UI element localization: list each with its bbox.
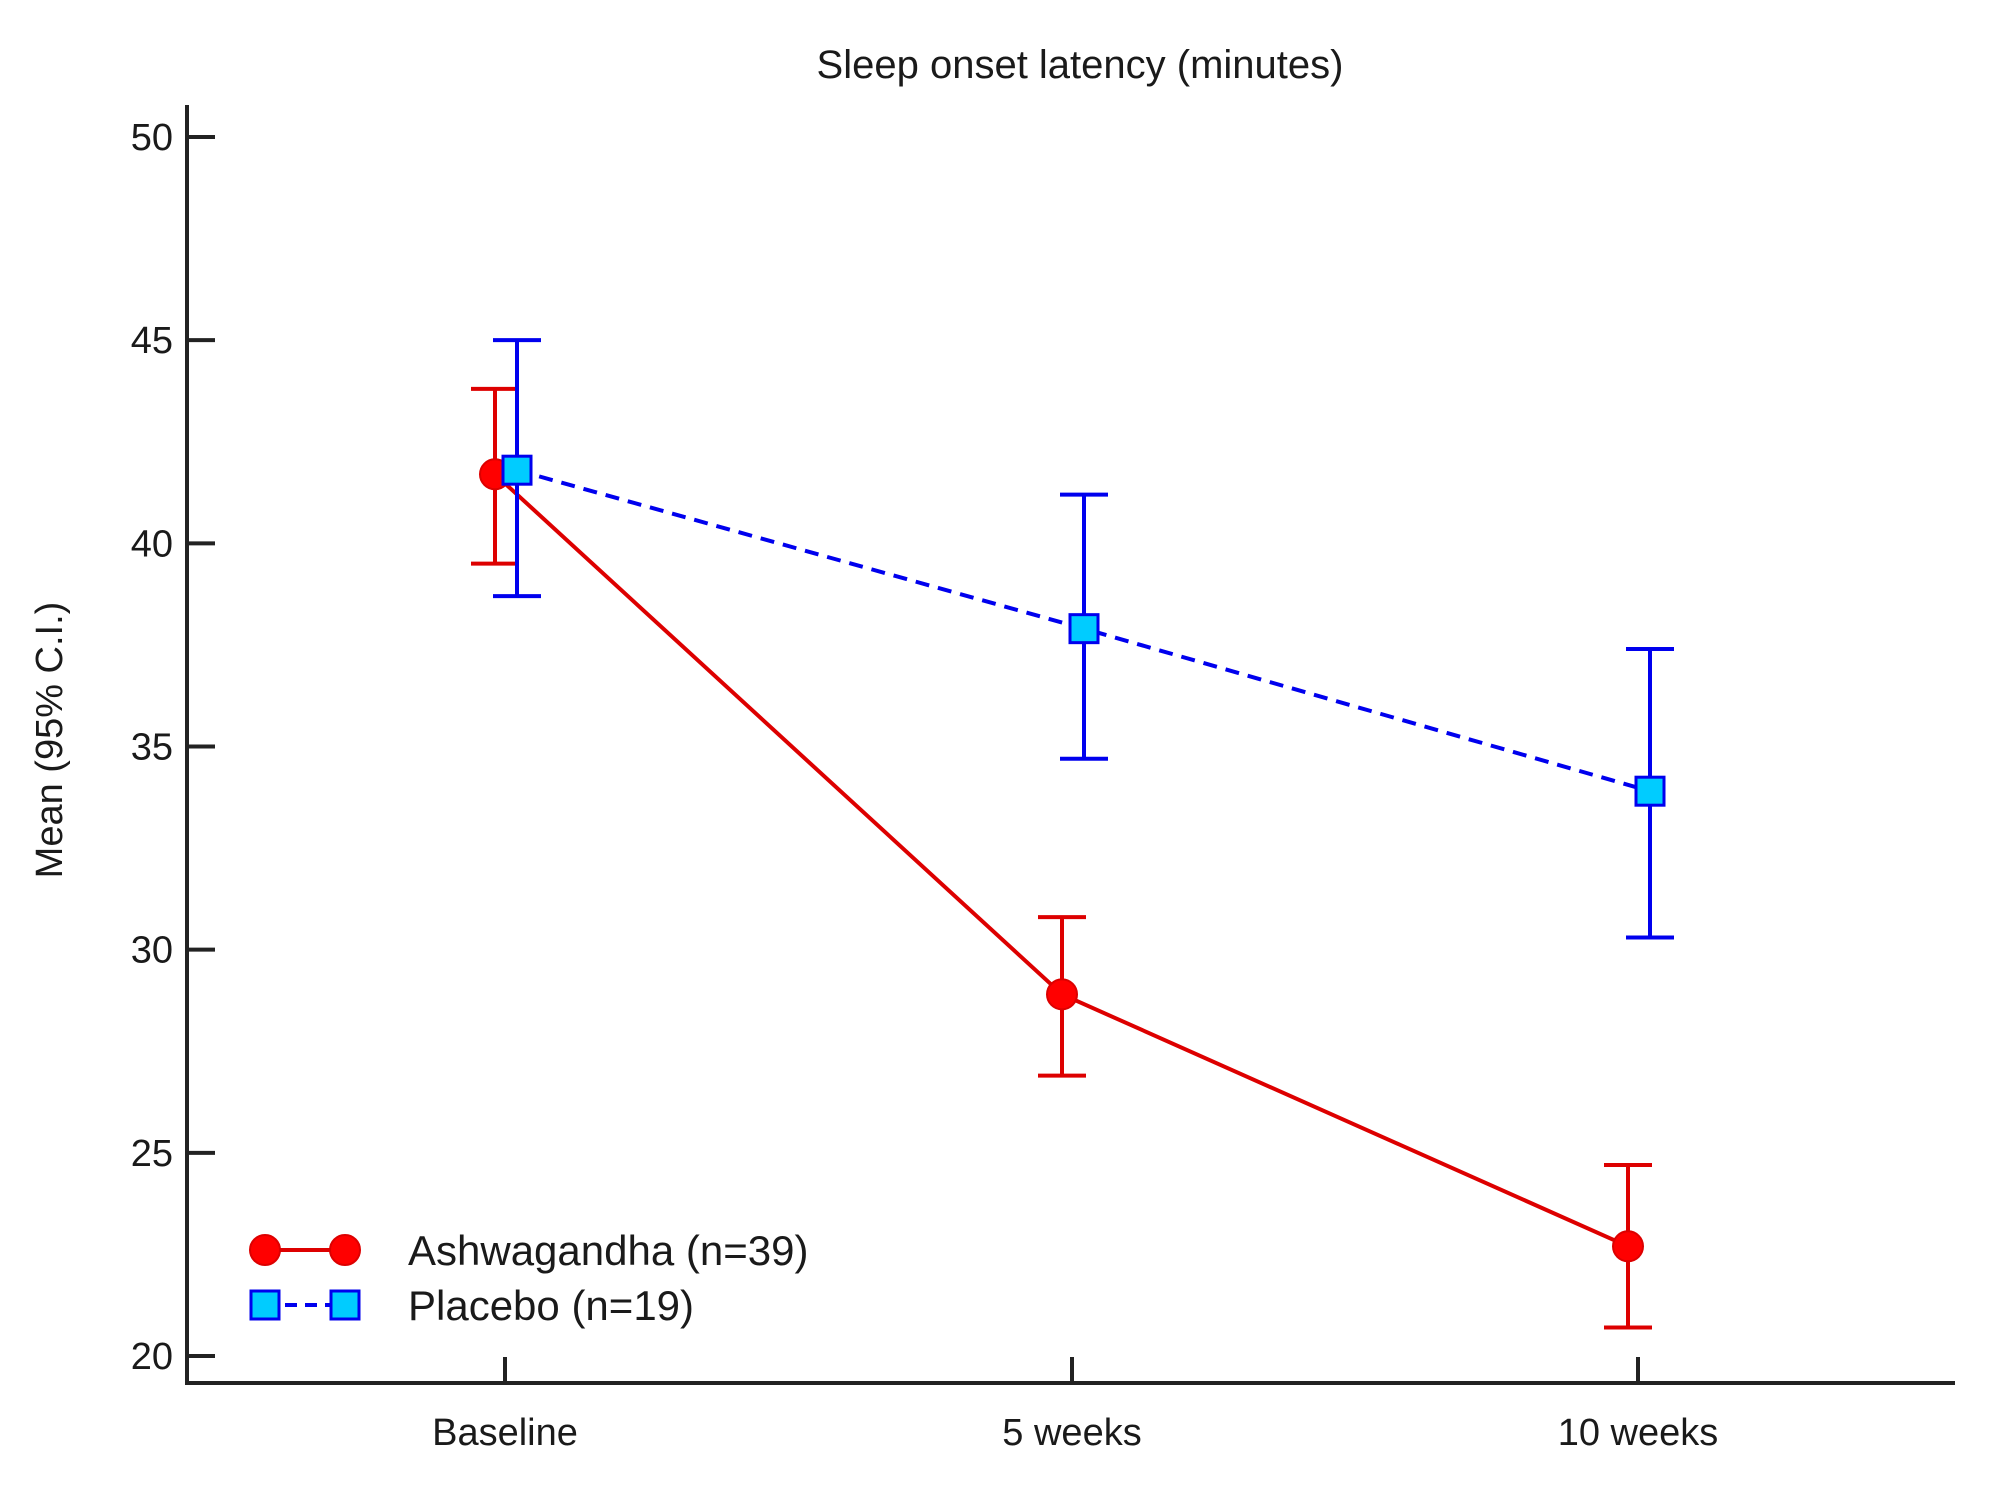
data-point-placebo bbox=[1068, 613, 1100, 645]
y-axis-ticks: 20 25 30 35 40 45 50 bbox=[131, 117, 215, 1378]
y-tick-label: 30 bbox=[131, 930, 173, 972]
data-point-placebo bbox=[501, 454, 533, 486]
y-axis-title: Mean (95% C.I.) bbox=[29, 602, 71, 879]
legend-label-ashwagandha: Ashwagandha (n=39) bbox=[408, 1227, 808, 1274]
data-point-placebo bbox=[1634, 775, 1666, 807]
y-tick-label: 25 bbox=[131, 1133, 173, 1175]
x-tick-label: 10 weeks bbox=[1558, 1412, 1719, 1454]
plot-area bbox=[471, 338, 1674, 1330]
legend: Ashwagandha (n=39) Placebo (n=19) bbox=[249, 1227, 808, 1329]
y-tick-label: 40 bbox=[131, 523, 173, 565]
x-axis-ticks: Baseline 5 weeks 10 weeks bbox=[432, 1357, 1718, 1454]
legend-marker-placebo-left bbox=[249, 1289, 281, 1321]
y-tick-label: 20 bbox=[131, 1336, 173, 1378]
data-point-ashwagandha bbox=[1046, 978, 1078, 1011]
legend-marker-ashwagandha-right bbox=[329, 1234, 361, 1266]
legend-label-placebo: Placebo (n=19) bbox=[408, 1282, 694, 1329]
series-line-ashwagandha bbox=[493, 472, 1629, 1249]
y-tick-label: 45 bbox=[131, 320, 173, 362]
data-point-ashwagandha bbox=[1612, 1230, 1644, 1263]
x-tick-label: Baseline bbox=[432, 1412, 578, 1454]
y-tick-label: 35 bbox=[131, 727, 173, 769]
x-tick-label: 5 weeks bbox=[1002, 1412, 1141, 1454]
chart-title: Sleep onset latency (minutes) bbox=[817, 43, 1344, 87]
legend-marker-placebo-right bbox=[329, 1289, 361, 1321]
legend-marker-ashwagandha-left bbox=[249, 1234, 281, 1266]
y-tick-label: 50 bbox=[131, 117, 173, 159]
